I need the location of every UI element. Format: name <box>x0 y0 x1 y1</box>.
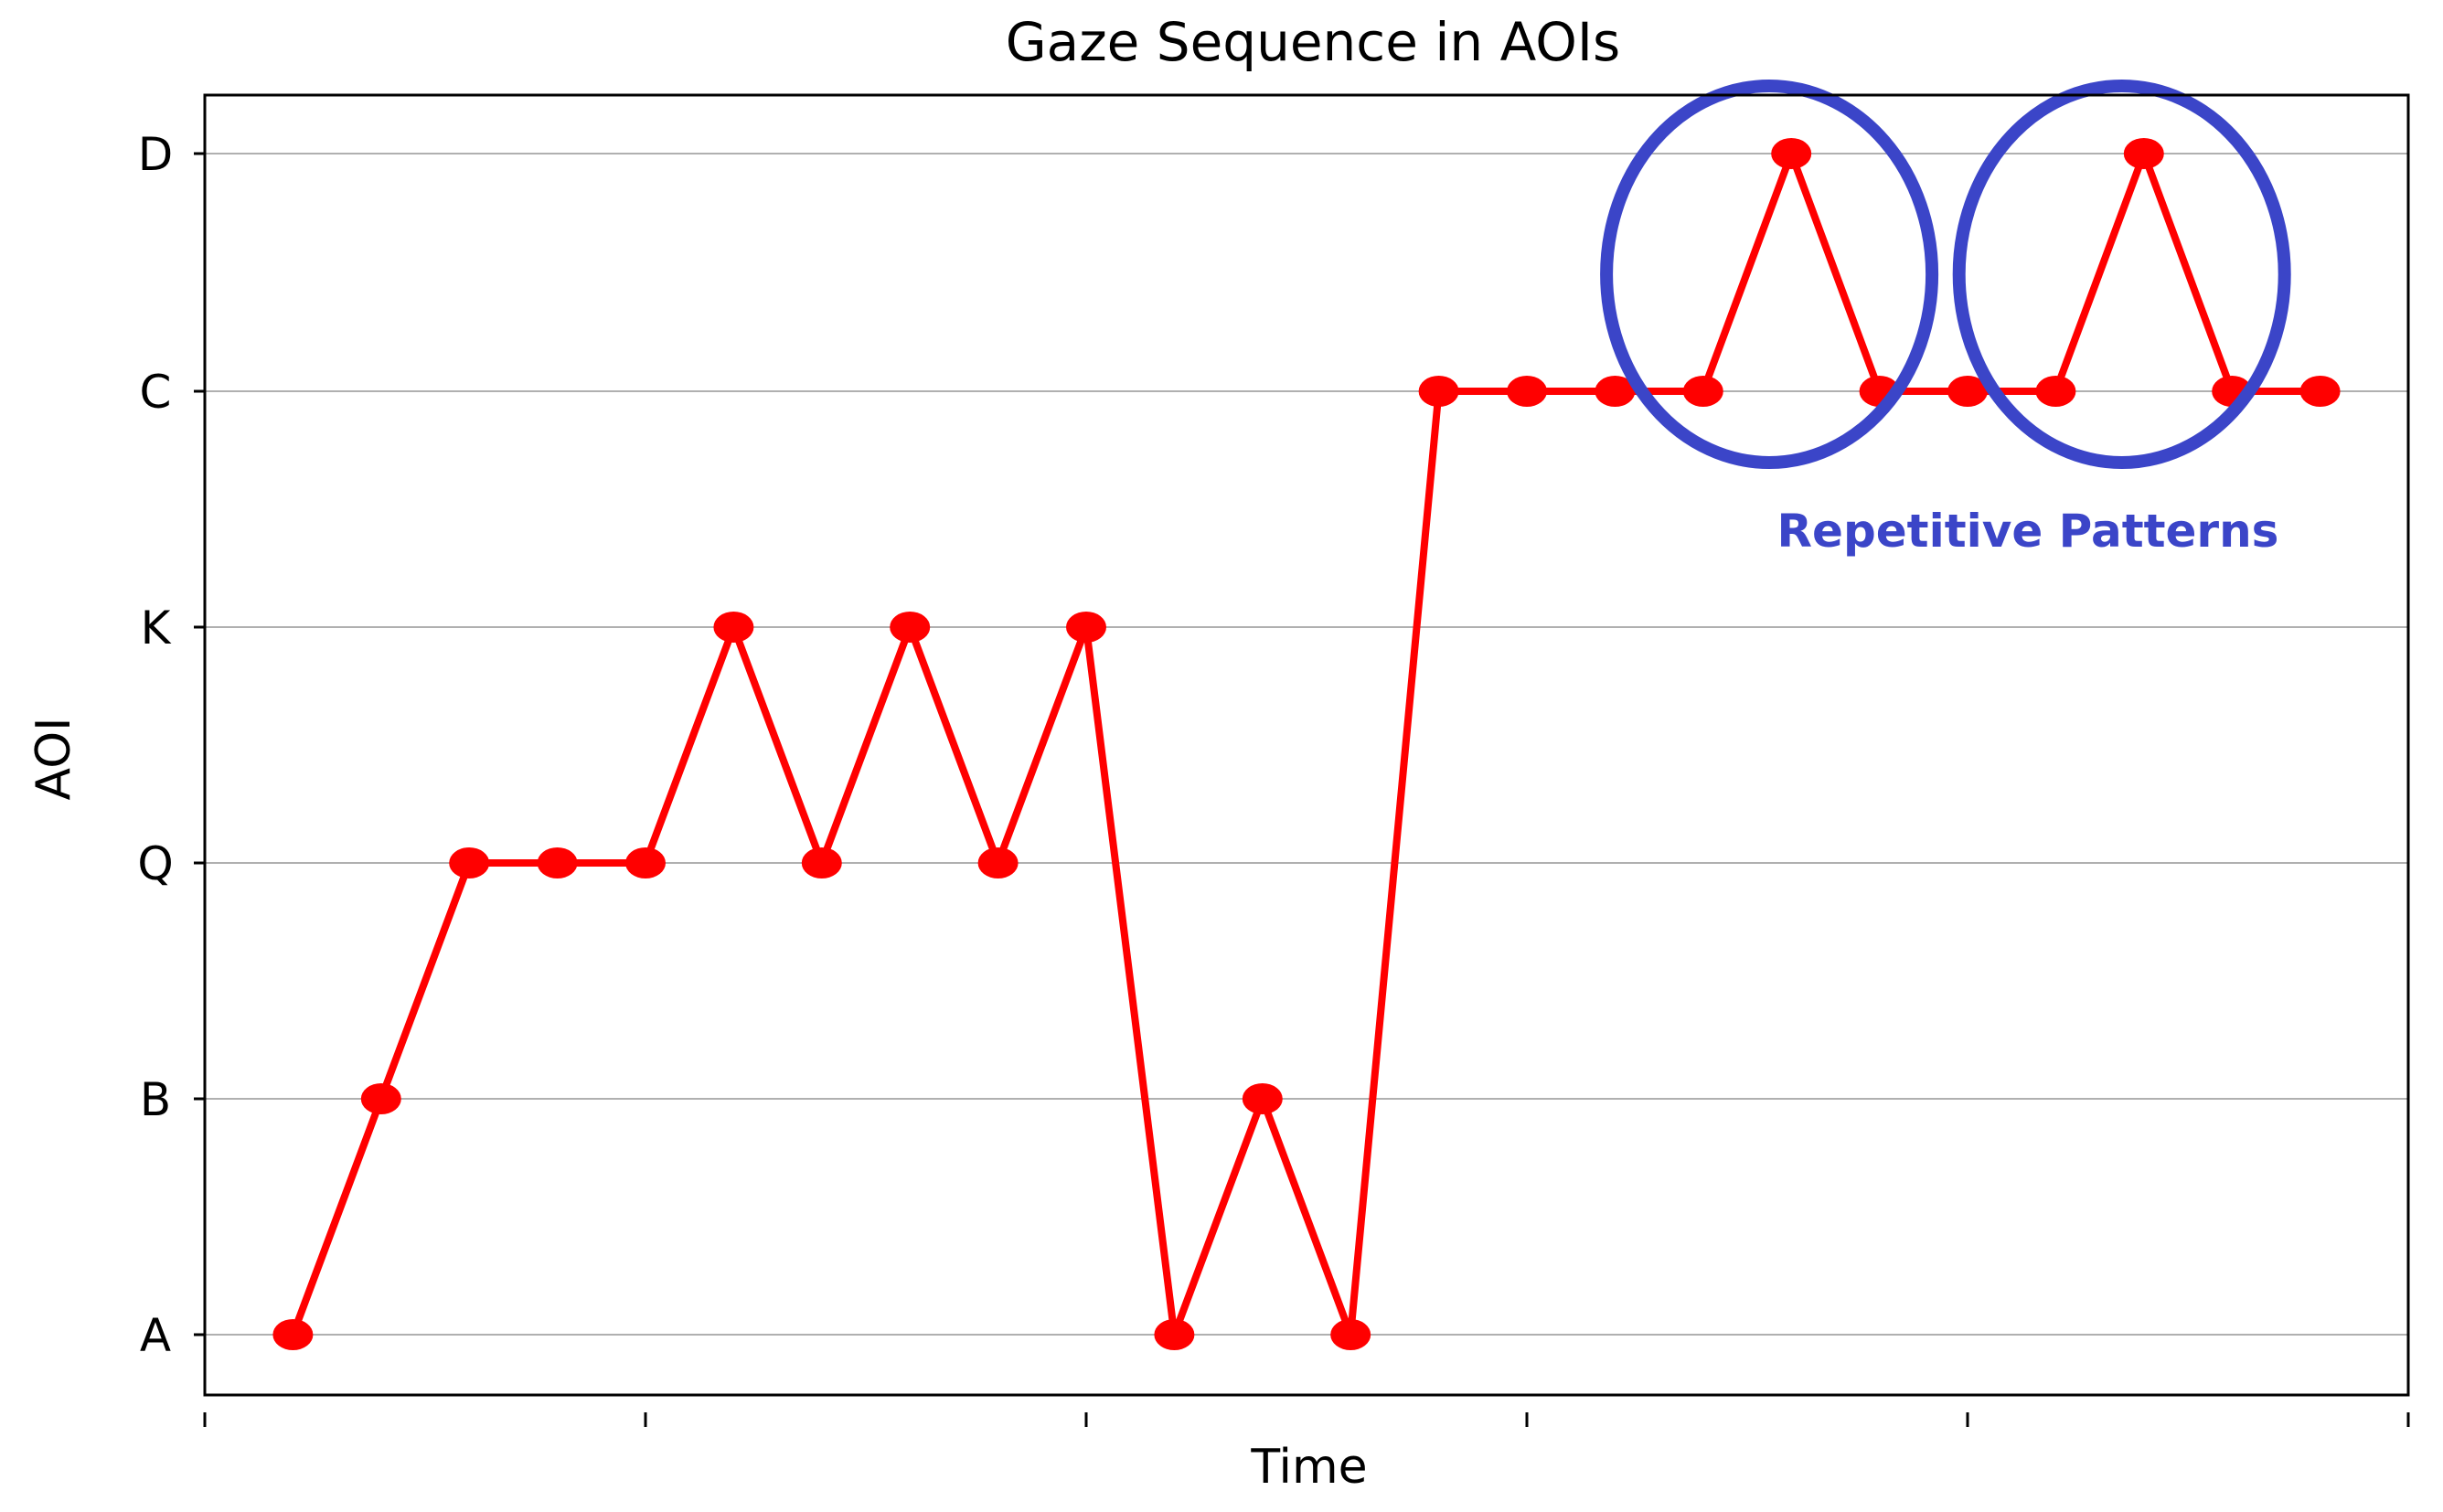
data-point-21 <box>2035 376 2076 407</box>
repetitive-pattern-highlight-2 <box>1952 80 2291 469</box>
y-tick-label-a: A <box>140 1309 171 1362</box>
data-point-18 <box>1771 138 1812 169</box>
y-tick-label-b: B <box>140 1073 171 1126</box>
data-point-4 <box>537 847 578 878</box>
data-point-14 <box>1418 376 1459 407</box>
repetitive-patterns-annotation: Repetitive Patterns <box>1777 505 2279 558</box>
data-point-15 <box>1507 376 1547 407</box>
x-axis-label: Time <box>1250 1440 1367 1495</box>
data-point-12 <box>1242 1083 1283 1114</box>
y-tick-label-c: C <box>140 366 172 419</box>
series-layer <box>272 138 2341 1350</box>
y-tick-label-d: D <box>138 128 174 181</box>
annotation-layer <box>1600 80 2291 469</box>
series-line-1 <box>289 150 2324 1338</box>
data-point-1 <box>272 1319 314 1350</box>
data-point-22 <box>2123 138 2164 169</box>
data-point-9 <box>977 847 1019 878</box>
data-point-10 <box>1066 612 1106 643</box>
y-axis-label: AOI <box>27 718 81 801</box>
data-point-5 <box>625 847 666 878</box>
data-point-24 <box>2299 376 2341 407</box>
data-point-11 <box>1154 1319 1195 1350</box>
y-tick-label-q: Q <box>137 837 173 890</box>
x-axis-ticks <box>203 1412 2410 1427</box>
data-point-20 <box>1947 376 1988 407</box>
y-tick-label-k: K <box>141 602 172 655</box>
data-point-17 <box>1682 376 1723 407</box>
data-point-6 <box>713 612 754 643</box>
data-point-3 <box>449 847 490 878</box>
data-point-7 <box>801 847 842 878</box>
y-axis-ticks: A B Q K C D <box>137 128 205 1362</box>
plot-area-frame <box>203 93 2410 1397</box>
data-point-2 <box>360 1083 401 1114</box>
chart-title: Gaze Sequence in AOIs <box>1006 11 1621 73</box>
data-point-8 <box>890 612 931 643</box>
data-point-13 <box>1330 1319 1371 1350</box>
data-point-16 <box>1595 376 1636 407</box>
repetitive-pattern-highlight-1 <box>1600 80 1939 469</box>
